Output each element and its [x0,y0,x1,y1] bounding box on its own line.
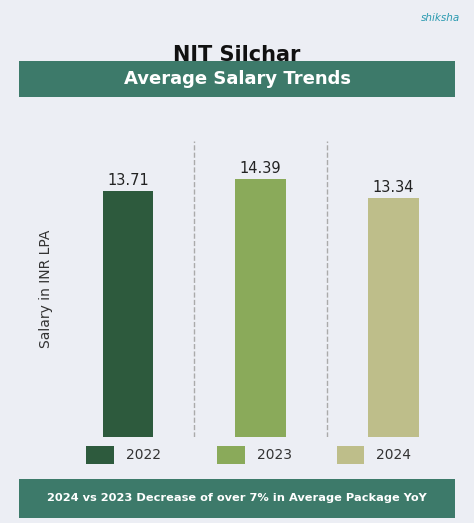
FancyBboxPatch shape [0,476,474,520]
Text: shiksha: shiksha [420,13,460,23]
Text: 2022: 2022 [126,448,161,462]
Bar [103,191,153,437]
Bar [236,179,286,437]
Text: 2023: 2023 [257,448,292,462]
Y-axis label: Salary in INR LPA: Salary in INR LPA [39,230,53,348]
FancyBboxPatch shape [86,446,114,464]
Text: 2024: 2024 [376,448,411,462]
Text: 13.71: 13.71 [107,173,149,188]
Text: Average Salary Trends: Average Salary Trends [124,70,350,88]
Text: NIT Silchar: NIT Silchar [173,45,301,65]
Text: 14.39: 14.39 [240,161,282,176]
FancyBboxPatch shape [217,446,245,464]
Text: 13.34: 13.34 [373,179,414,195]
Text: 2024 vs 2023 Decrease of over 7% in Average Package YoY: 2024 vs 2023 Decrease of over 7% in Aver… [47,493,427,503]
FancyBboxPatch shape [337,446,365,464]
Bar [368,198,419,437]
FancyBboxPatch shape [0,60,474,98]
